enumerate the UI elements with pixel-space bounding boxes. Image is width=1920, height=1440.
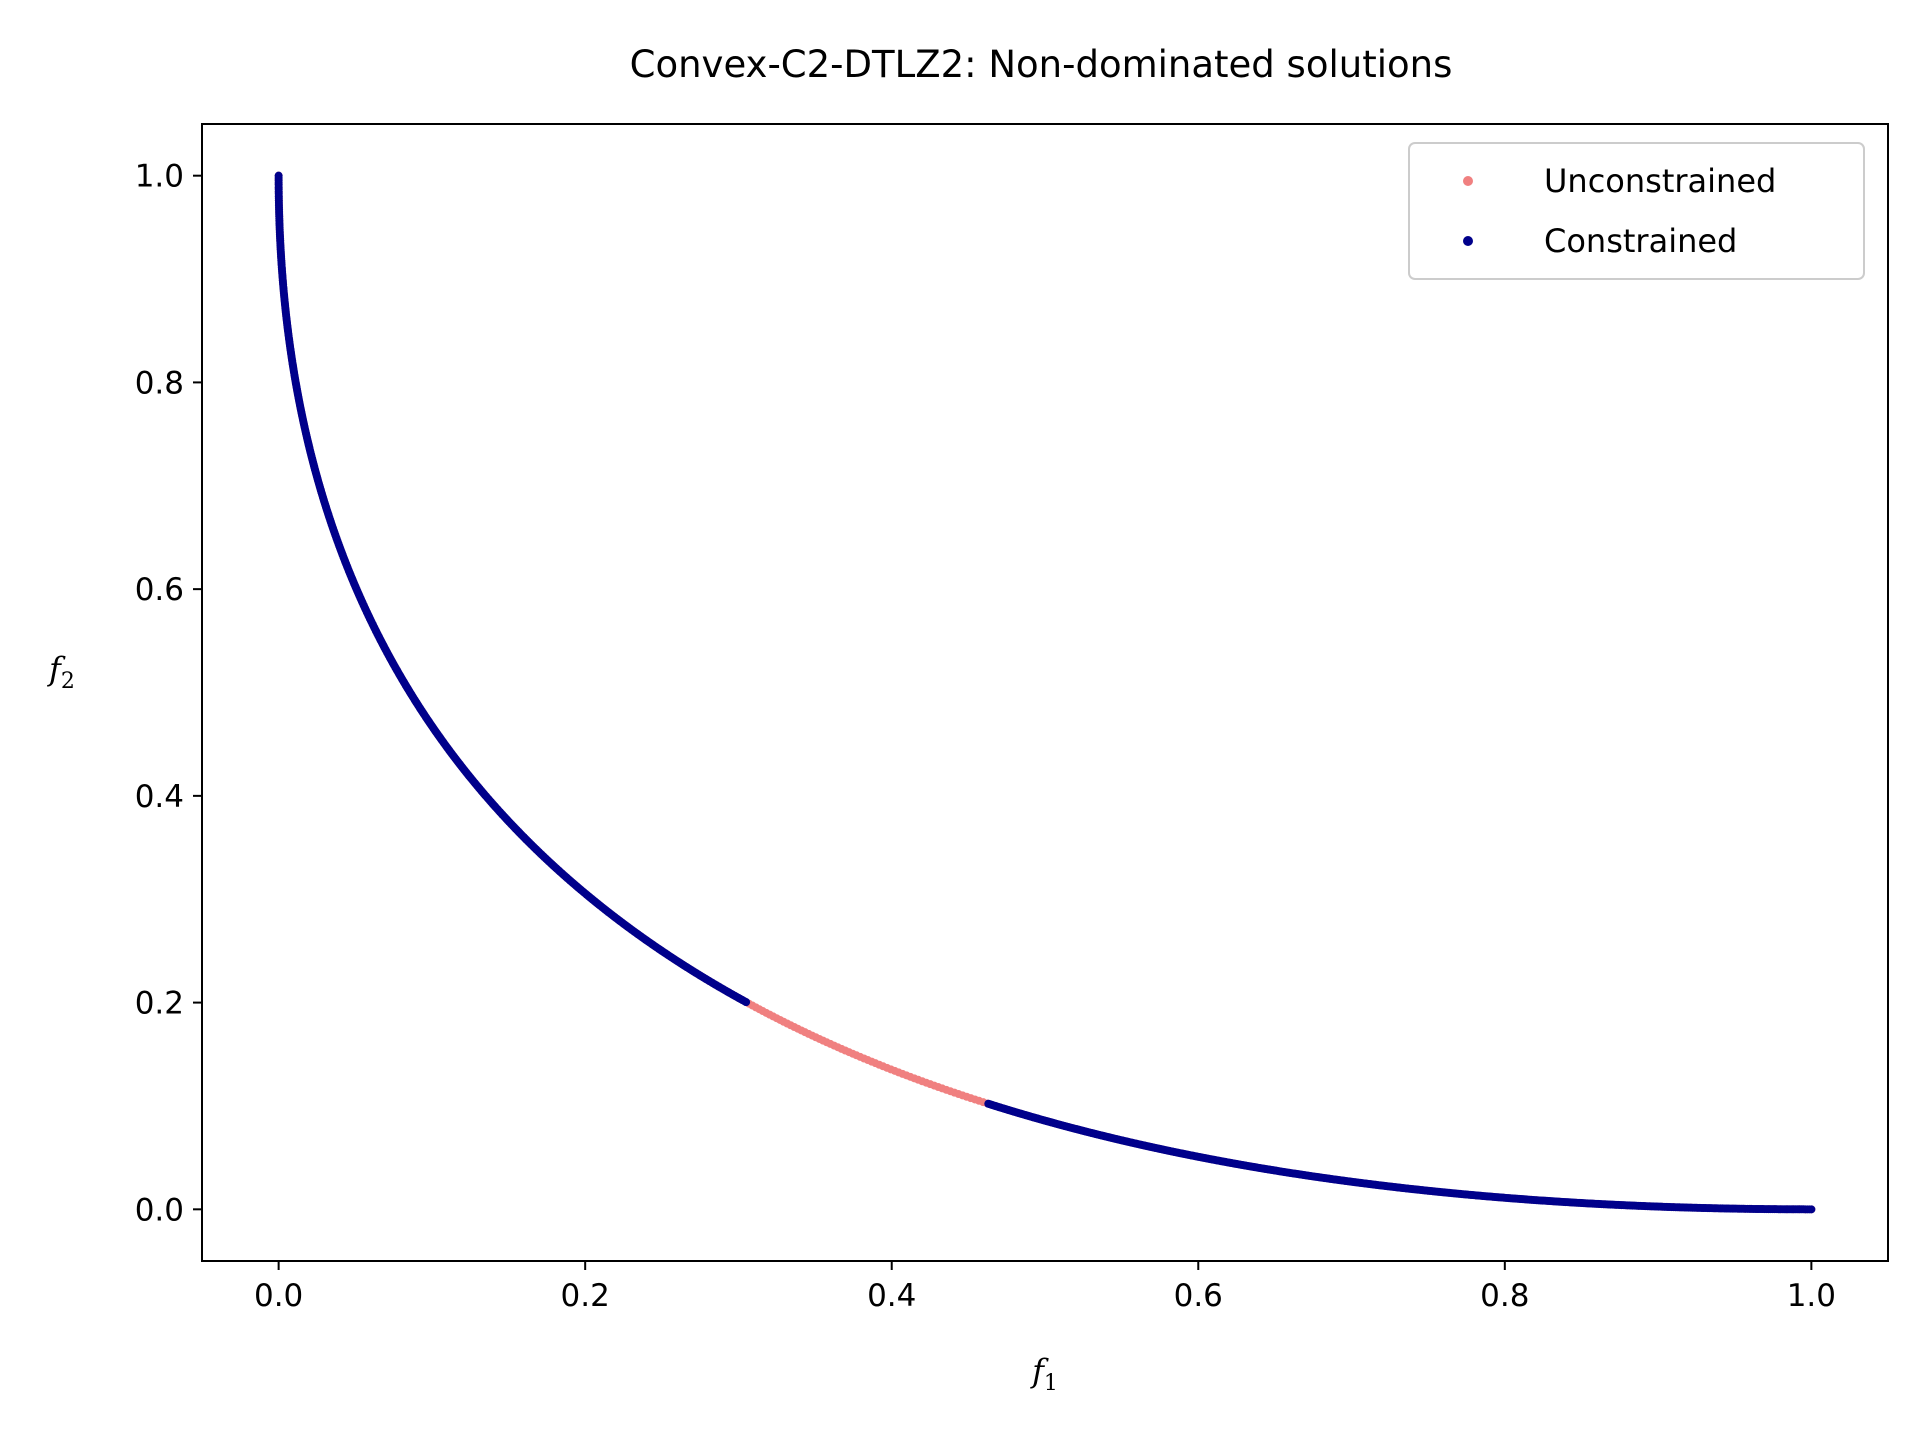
legend-frame — [1408, 142, 1865, 280]
x-tick-label: 0.0 — [254, 1278, 303, 1314]
y-tick-label: 0.6 — [135, 572, 184, 608]
legend-marker-constrained — [1463, 236, 1473, 246]
x-tick-label: 0.8 — [1480, 1278, 1529, 1314]
legend-marker-unconstrained — [1463, 176, 1473, 186]
y-tick-label: 0.4 — [135, 779, 184, 815]
series-layer — [274, 171, 1816, 1214]
legend-label-constrained: Constrained — [1544, 222, 1737, 260]
y-tick-label: 1.0 — [135, 159, 184, 195]
y-tick-label: 0.8 — [135, 365, 184, 401]
chart-title: Convex-C2-DTLZ2: Non-dominated solutions — [630, 43, 1453, 86]
x-tick-label: 0.2 — [561, 1278, 610, 1314]
x-tick-label: 0.6 — [1174, 1278, 1223, 1314]
legend: Unconstrained Constrained — [1408, 142, 1865, 280]
x-tick-label: 1.0 — [1787, 1278, 1836, 1314]
point-constrained — [742, 998, 751, 1007]
x-tick-label: 0.4 — [867, 1278, 916, 1314]
axes-frame — [201, 123, 1889, 1262]
y-tick-label: 0.0 — [135, 1192, 184, 1228]
y-axis-ticks: 0.0 0.2 0.4 0.6 0.8 1.0 — [135, 159, 202, 1228]
x-axis-ticks: 0.0 0.2 0.4 0.6 0.8 1.0 — [254, 1261, 1836, 1314]
legend-label-unconstrained: Unconstrained — [1544, 162, 1776, 200]
y-tick-label: 0.2 — [135, 986, 184, 1022]
plot-area: 0.0 0.2 0.4 0.6 0.8 1.0 0.0 0.2 0.4 0.6 0.8 1.0 — [135, 123, 1889, 1314]
point-constrained — [1807, 1205, 1816, 1214]
